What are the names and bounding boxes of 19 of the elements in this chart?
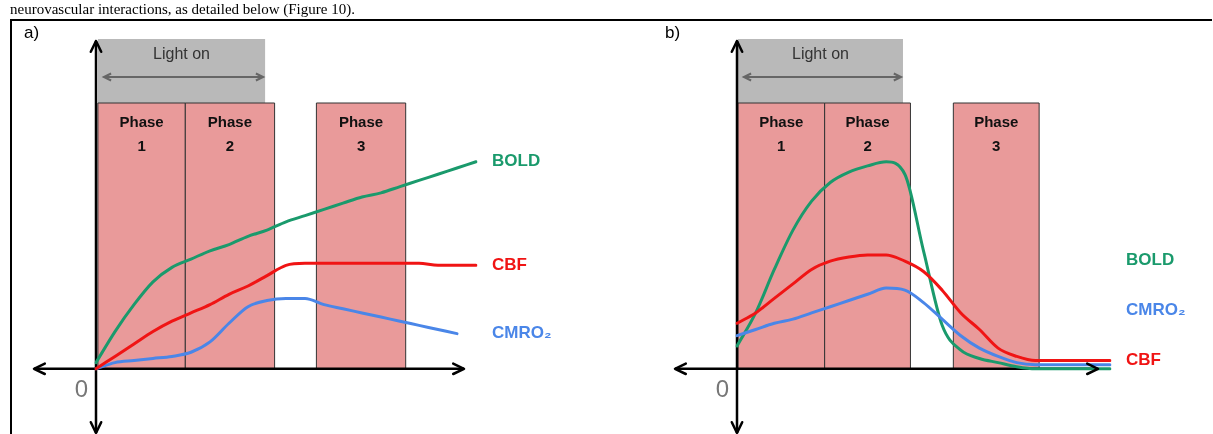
chart-title: a) <box>24 23 40 43</box>
text: Phase 2 <box>845 112 890 154</box>
text: Phase 1 <box>119 112 164 154</box>
text: Phase 1 <box>759 112 804 154</box>
text: neurovascular interactions, as detailed below (Figure 10). <box>10 1 355 17</box>
text: CMRO₂ <box>492 323 552 343</box>
text: 0 <box>715 375 729 403</box>
text: Light on <box>153 45 210 63</box>
series-label: CBF <box>1126 350 1161 370</box>
text: Phase 3 <box>974 112 1019 154</box>
text: CMRO₂ <box>1126 300 1186 320</box>
text: Phase 2 <box>207 112 253 154</box>
text: BOLD <box>1126 250 1175 270</box>
text: 0 <box>74 375 88 403</box>
chart-title: b) <box>665 23 681 43</box>
series-label: CBF <box>492 254 527 274</box>
series-label: BOLD <box>492 151 541 171</box>
text: Phase 3 <box>338 112 384 154</box>
text: Light on <box>791 45 849 63</box>
